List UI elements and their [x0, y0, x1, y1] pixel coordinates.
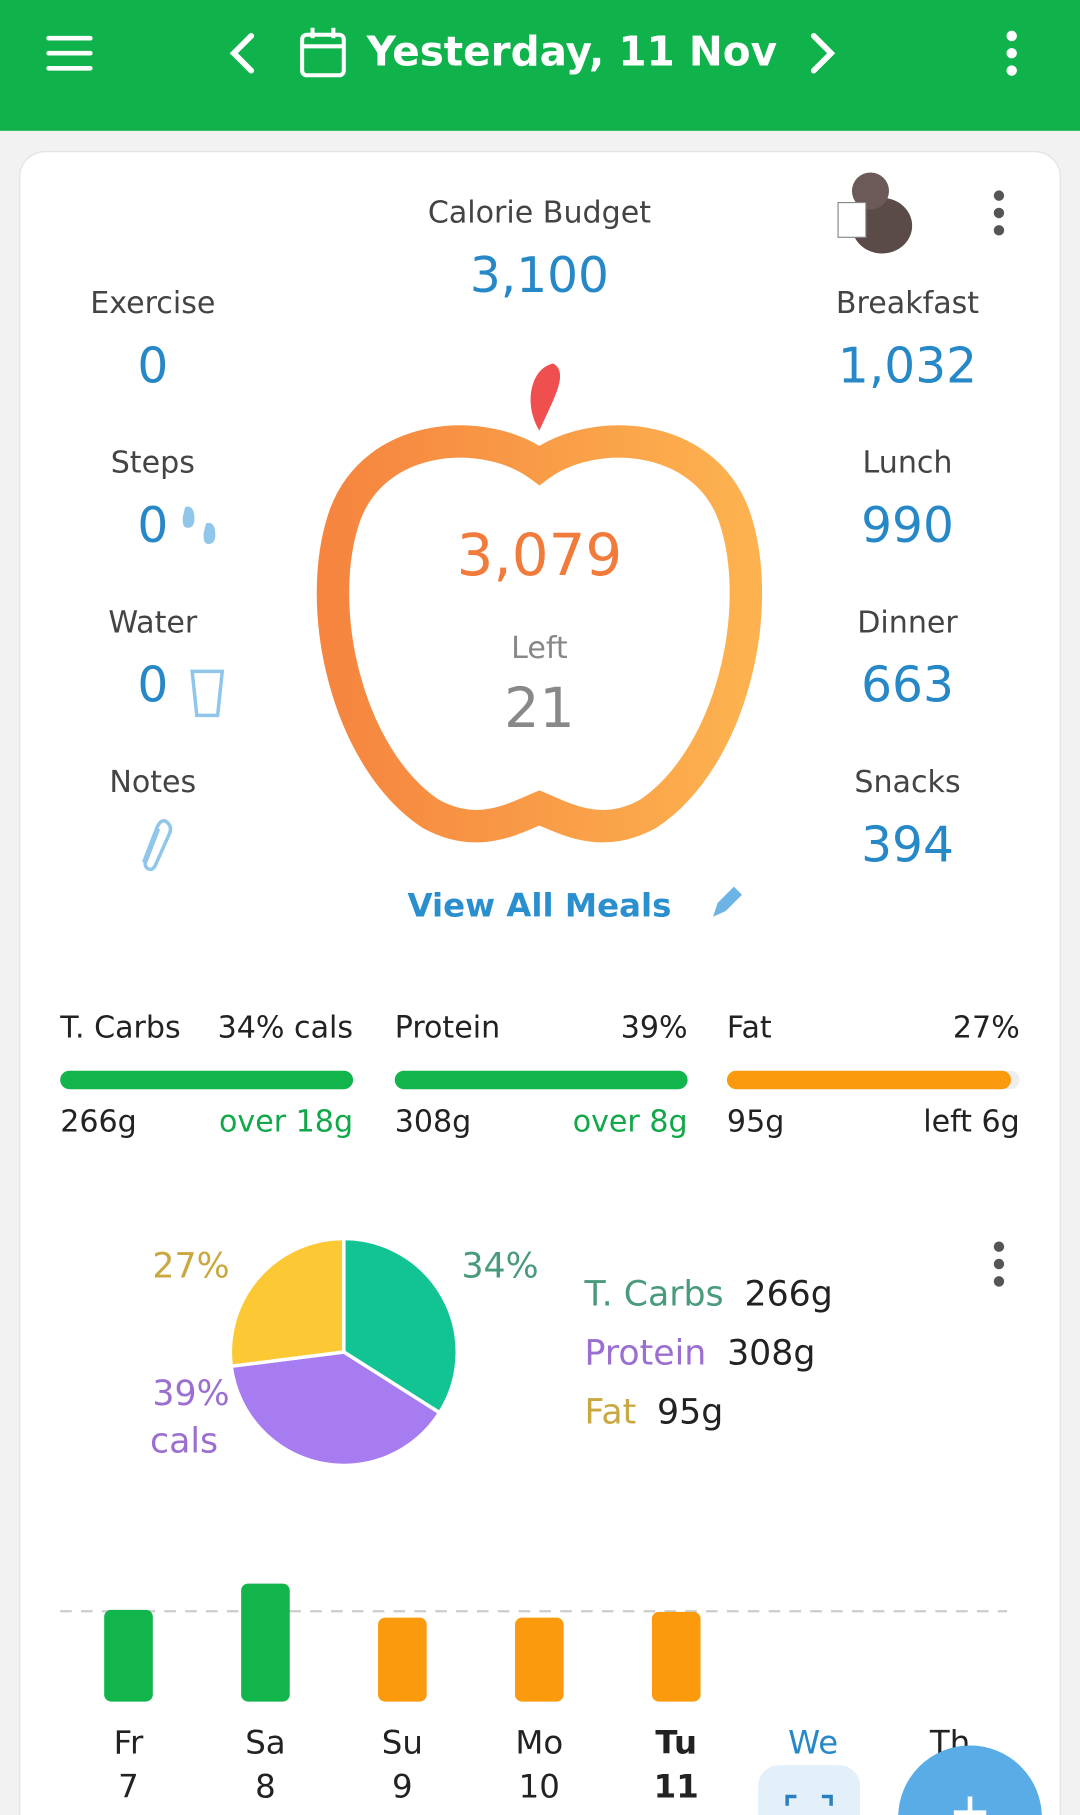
day-bar[interactable]: [241, 1583, 290, 1702]
date-title[interactable]: Yesterday, 11 Nov: [366, 27, 777, 75]
macro-name: Protein: [395, 1011, 500, 1046]
progress-fill: [60, 1070, 354, 1090]
meal-label: Dinner: [857, 605, 958, 640]
meal-value: 990: [861, 498, 954, 554]
pie-slice: [228, 1236, 346, 1369]
meal-label: Breakfast: [836, 286, 979, 321]
pie-unit: cals: [150, 1421, 218, 1461]
day-bar[interactable]: [378, 1617, 427, 1702]
add-button[interactable]: [898, 1745, 1042, 1815]
day-label: Su: [382, 1723, 423, 1761]
macro-name: Fat: [727, 1011, 772, 1046]
progress-fill: [726, 1070, 1012, 1090]
left-value: 21: [504, 676, 575, 741]
day-date: 11: [654, 1767, 699, 1805]
pie-label: 34%: [461, 1246, 538, 1286]
day-date: 10: [519, 1767, 560, 1805]
stat-label: Notes: [109, 765, 196, 800]
meal-value: 1,032: [838, 338, 977, 394]
stat-label: Steps: [111, 446, 195, 481]
calendar-button[interactable]: [300, 27, 346, 78]
day-bar[interactable]: [651, 1611, 701, 1702]
legend-name: Fat: [585, 1392, 637, 1432]
add-icon: [953, 1796, 987, 1815]
progress-fill: [394, 1070, 688, 1090]
day-date: 7: [118, 1767, 139, 1805]
day-bar[interactable]: [514, 1617, 564, 1702]
pie-label: 27%: [152, 1246, 229, 1286]
view-all-meals[interactable]: View All Meals: [407, 886, 671, 924]
legend-amount: 266g: [744, 1274, 832, 1314]
apple-ring: [316, 425, 763, 843]
macro-percent: 34% cals: [218, 1011, 353, 1046]
budget-value: 3,100: [470, 248, 609, 304]
card-menu[interactable]: [993, 190, 1005, 236]
meal-value: 663: [861, 658, 954, 714]
legend-name: T. Carbs: [584, 1274, 724, 1314]
legend-name: Protein: [585, 1333, 707, 1373]
meal-label: Lunch: [863, 446, 953, 481]
scan-icon: [785, 1794, 833, 1806]
legend-amount: 308g: [727, 1333, 815, 1373]
macro-percent: 39%: [621, 1011, 688, 1046]
meal-label: Snacks: [854, 765, 960, 800]
icons: [141, 506, 225, 872]
stat-label: Exercise: [90, 286, 215, 321]
macro-status: left 6g: [923, 1104, 1020, 1139]
day-label: We: [788, 1723, 838, 1761]
stat-value: 0: [137, 498, 168, 554]
scan-button[interactable]: [758, 1765, 861, 1815]
menu-button[interactable]: [46, 35, 93, 71]
day-label: Sa: [245, 1723, 285, 1761]
macro-percent: 27%: [953, 1011, 1020, 1046]
day-bar[interactable]: [104, 1609, 153, 1702]
macro-status: over 18g: [219, 1104, 353, 1139]
macro-amount: 308g: [395, 1104, 472, 1139]
macro-status: over 8g: [573, 1104, 688, 1139]
stat-label: Water: [108, 605, 198, 640]
app-bar: [0, 0, 1080, 131]
stat-value: 0: [137, 338, 168, 394]
mascot: [837, 172, 913, 254]
pie-label: 39%: [152, 1374, 229, 1414]
prev-day[interactable]: [229, 32, 255, 74]
edit-icon[interactable]: [713, 886, 742, 917]
day-label: Mo: [515, 1723, 563, 1761]
day-label: Fr: [114, 1723, 144, 1761]
apple-stem: [530, 363, 561, 431]
consumed-value: 3,079: [457, 521, 623, 589]
macro-amount: 266g: [60, 1104, 137, 1139]
pie-slice: [229, 1350, 442, 1468]
day-label: Tu: [655, 1723, 697, 1761]
legend-amount: 95g: [657, 1392, 723, 1432]
macro-name: T. Carbs: [59, 1011, 181, 1046]
left-label: Left: [511, 631, 568, 666]
overflow-menu[interactable]: [1006, 30, 1017, 76]
pie-menu[interactable]: [993, 1241, 1005, 1287]
stat-value: 0: [137, 658, 168, 714]
day-date: 8: [255, 1767, 276, 1805]
next-day[interactable]: [810, 32, 836, 74]
macro-amount: 95g: [727, 1104, 784, 1139]
meal-value: 394: [861, 817, 954, 873]
day-date: 9: [392, 1767, 413, 1805]
budget-label: Calorie Budget: [428, 196, 651, 231]
